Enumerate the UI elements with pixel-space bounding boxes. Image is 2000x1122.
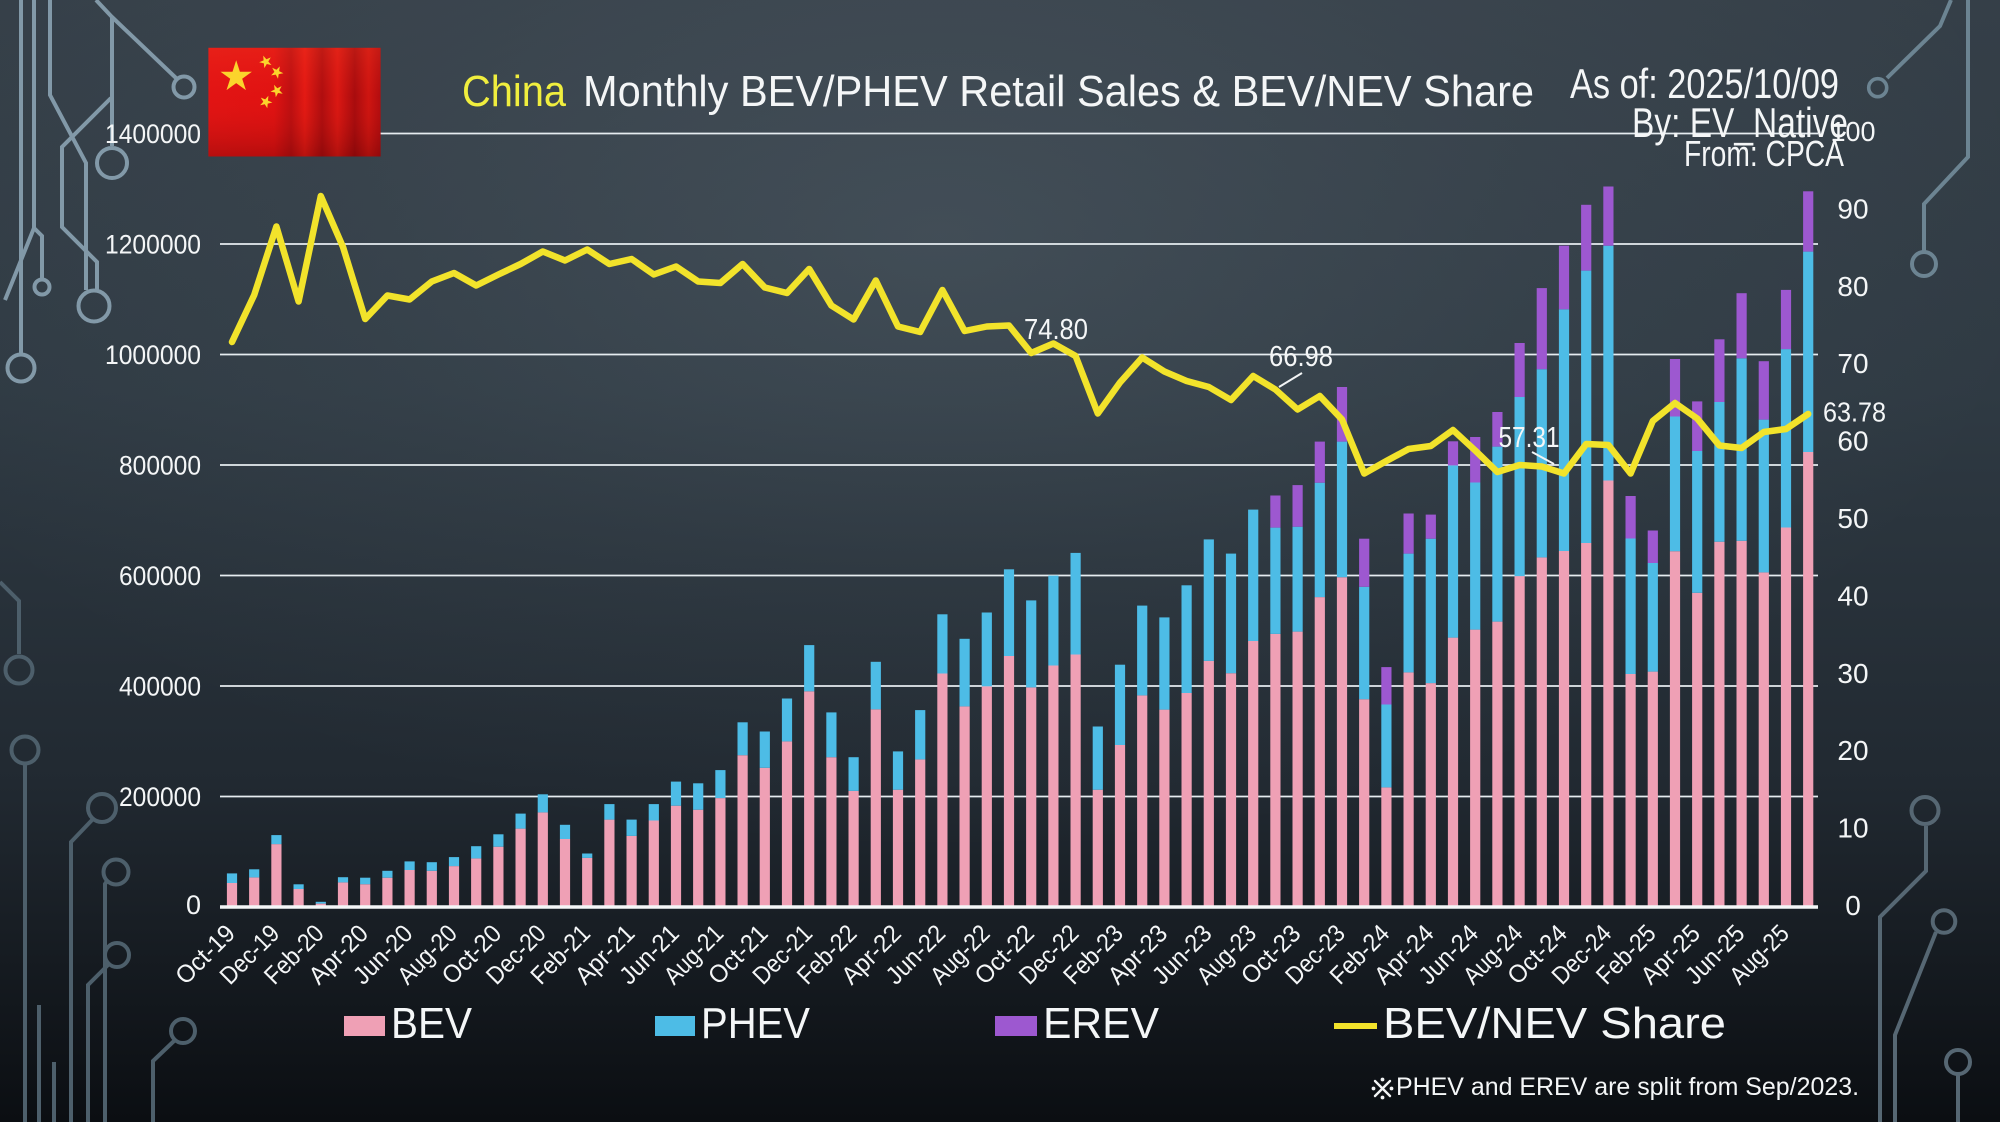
svg-text:By: EV_Native: By: EV_Native [1632,99,1848,146]
svg-text:Monthly BEV/PHEV Retail Sales: Monthly BEV/PHEV Retail Sales & BEV/NEV … [583,67,1534,116]
svg-text:EREV: EREV [1043,999,1160,1048]
svg-text:57.31: 57.31 [1499,422,1560,454]
svg-text:PHEV: PHEV [701,999,811,1048]
svg-text:1200000: 1200000 [105,230,201,260]
svg-text:0: 0 [186,890,201,920]
svg-text:40: 40 [1837,580,1868,611]
svg-text:China: China [462,67,566,116]
svg-text:PHEV and EREV are split from S: PHEV and EREV are split from Sep/2023. [1396,1073,1859,1101]
svg-text:800000: 800000 [119,451,201,481]
svg-text:200000: 200000 [119,782,201,812]
svg-text:20: 20 [1837,735,1868,766]
svg-text:400000: 400000 [119,672,201,702]
svg-text:80: 80 [1837,271,1868,302]
svg-text:90: 90 [1837,193,1868,224]
svg-text:63.78: 63.78 [1823,397,1886,428]
svg-text:0: 0 [1845,890,1861,921]
svg-text:BEV: BEV [391,999,473,1048]
svg-text:100: 100 [1831,116,1876,147]
svg-text:From: CPCA: From: CPCA [1684,133,1844,174]
svg-text:74.80: 74.80 [1024,314,1088,346]
svg-text:1400000: 1400000 [105,119,201,149]
svg-text:600000: 600000 [119,561,201,591]
svg-text:50: 50 [1837,503,1868,534]
svg-text:66.98: 66.98 [1269,341,1333,373]
svg-text:30: 30 [1837,658,1868,689]
svg-text:70: 70 [1837,348,1868,379]
svg-text:1000000: 1000000 [105,340,201,370]
svg-text:As of: 2025/10/09: As of: 2025/10/09 [1570,60,1839,107]
svg-text:60: 60 [1837,426,1868,457]
svg-text:10: 10 [1837,813,1868,844]
svg-text:BEV/NEV Share: BEV/NEV Share [1383,999,1726,1048]
